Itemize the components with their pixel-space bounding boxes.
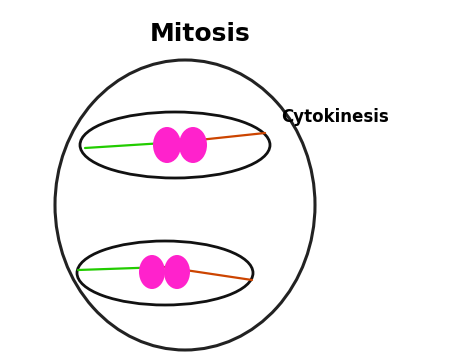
- Ellipse shape: [55, 60, 315, 350]
- Ellipse shape: [179, 127, 207, 163]
- Ellipse shape: [164, 255, 190, 289]
- Ellipse shape: [80, 112, 270, 178]
- Ellipse shape: [77, 241, 253, 305]
- Ellipse shape: [153, 127, 181, 163]
- Ellipse shape: [139, 255, 165, 289]
- Text: Cytokinesis: Cytokinesis: [281, 108, 389, 126]
- Text: Mitosis: Mitosis: [150, 22, 250, 46]
